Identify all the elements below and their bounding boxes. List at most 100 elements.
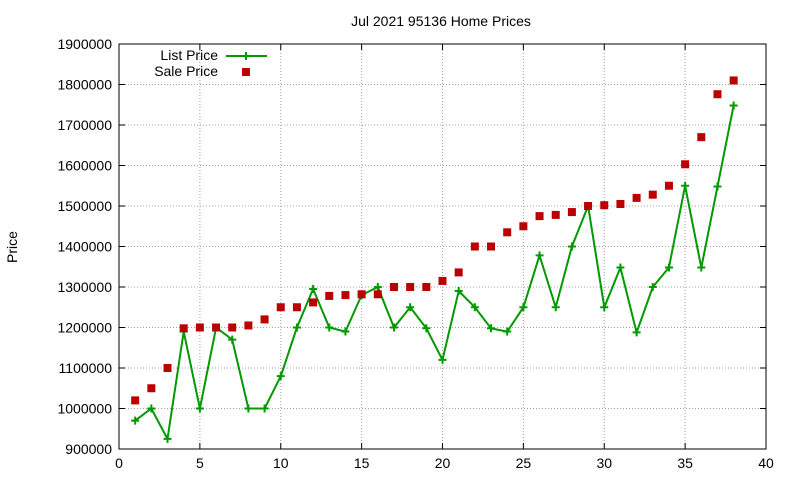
list-price-point bbox=[422, 324, 431, 333]
list-price-point bbox=[389, 323, 398, 332]
sale-price-point bbox=[422, 283, 431, 291]
list-price-point bbox=[309, 285, 318, 294]
y-tick-label: 900000 bbox=[65, 441, 112, 457]
sale-price-point bbox=[503, 228, 512, 237]
list-price-point bbox=[276, 372, 285, 381]
sale-price-point bbox=[567, 208, 576, 217]
grid-lines bbox=[118, 43, 767, 450]
list-price-point bbox=[697, 263, 706, 272]
sale-price-point bbox=[357, 290, 366, 299]
legend: List Price Sale Price bbox=[154, 47, 267, 79]
x-tick-label: 5 bbox=[196, 455, 204, 471]
sale-price-point bbox=[681, 160, 690, 169]
y-tick-label: 1300000 bbox=[57, 279, 112, 295]
list-price-point bbox=[681, 181, 690, 190]
sale-price-point bbox=[551, 210, 560, 219]
sale-price-point bbox=[632, 193, 641, 202]
sale-price-point bbox=[406, 283, 415, 291]
list-price-point bbox=[147, 404, 156, 413]
x-tick-label: 20 bbox=[435, 455, 451, 471]
legend-marker-list-price bbox=[242, 52, 250, 60]
legend-markers bbox=[226, 52, 267, 76]
list-price-point bbox=[163, 434, 172, 443]
list-price-point bbox=[292, 323, 301, 332]
sale-price-point bbox=[697, 133, 706, 142]
legend-marker-sale-price bbox=[242, 68, 250, 76]
list-price-point bbox=[535, 251, 544, 260]
y-tick-label: 1500000 bbox=[57, 198, 112, 214]
x-tick-label: 40 bbox=[758, 455, 774, 471]
x-tick-label: 35 bbox=[677, 455, 693, 471]
list-price-point bbox=[195, 404, 204, 413]
sale-price-point bbox=[487, 242, 496, 251]
y-tick-label: 1900000 bbox=[57, 36, 112, 52]
list-price-point bbox=[454, 287, 463, 296]
list-price-point bbox=[487, 324, 496, 333]
sale-price-point bbox=[664, 181, 673, 190]
list-price-point bbox=[244, 404, 253, 413]
y-tick-label: 1700000 bbox=[57, 117, 112, 133]
x-tick-label: 0 bbox=[115, 455, 123, 471]
sale-price-point bbox=[535, 212, 544, 221]
list-price-point bbox=[551, 303, 560, 312]
legend-label-sale-price: Sale Price bbox=[154, 63, 218, 79]
x-tick-label: 25 bbox=[516, 455, 532, 471]
list-price-point bbox=[648, 283, 657, 291]
y-tick-label: 1000000 bbox=[57, 401, 112, 417]
sale-price-point bbox=[454, 268, 463, 277]
sale-price-point bbox=[584, 202, 593, 210]
sale-price-point bbox=[163, 364, 172, 372]
legend-label-list-price: List Price bbox=[160, 47, 218, 63]
list-price-line bbox=[134, 105, 735, 443]
sale-price-point bbox=[713, 90, 722, 99]
list-price-point bbox=[632, 328, 641, 337]
sale-price-point bbox=[292, 303, 301, 312]
x-tick-label: 15 bbox=[354, 455, 370, 471]
sale-price-point bbox=[179, 324, 188, 333]
list-price-point bbox=[470, 303, 479, 312]
chart-title: Jul 2021 95136 Home Prices bbox=[351, 13, 531, 29]
list-price-point bbox=[503, 327, 512, 336]
data-series bbox=[131, 76, 738, 443]
y-tick-label: 1600000 bbox=[57, 158, 112, 174]
list-price-point bbox=[713, 182, 722, 191]
sale-price-point bbox=[212, 323, 221, 332]
sale-price-point bbox=[244, 321, 253, 330]
sale-price-point bbox=[228, 323, 237, 332]
x-tick-label: 30 bbox=[596, 455, 612, 471]
sale-price-point bbox=[260, 315, 269, 324]
sale-price-point bbox=[373, 290, 382, 299]
sale-price-point bbox=[276, 303, 285, 312]
sale-price-point bbox=[389, 283, 398, 291]
sale-price-point bbox=[341, 291, 350, 300]
list-price-point bbox=[567, 242, 576, 251]
list-price-point bbox=[616, 263, 625, 272]
sale-price-point bbox=[325, 291, 334, 300]
list-price-point bbox=[729, 101, 738, 110]
sale-price-point bbox=[616, 199, 625, 208]
y-tick-label: 1100000 bbox=[59, 360, 113, 376]
sale-price-point bbox=[131, 396, 140, 405]
list-price-point bbox=[325, 323, 334, 332]
sale-price-point bbox=[729, 76, 738, 85]
list-price-point bbox=[406, 303, 415, 312]
sale-price-point bbox=[470, 242, 479, 251]
sale-price-point bbox=[519, 222, 528, 231]
list-price-point bbox=[519, 303, 528, 312]
x-tick-label: 10 bbox=[273, 455, 289, 471]
list-price-point bbox=[228, 335, 237, 344]
sale-price-point bbox=[648, 190, 657, 199]
list-price-point bbox=[341, 327, 350, 336]
list-price-point bbox=[131, 416, 140, 425]
list-price-point bbox=[438, 355, 447, 364]
list-price-point bbox=[664, 263, 673, 272]
sale-price-point bbox=[600, 201, 609, 210]
sale-price-point bbox=[195, 323, 204, 332]
y-axis-label: Price bbox=[4, 231, 20, 263]
plot-frame bbox=[118, 43, 767, 450]
sale-price-point bbox=[147, 384, 156, 393]
y-tick-label: 1200000 bbox=[57, 320, 112, 336]
axis-ticks: 900000 1000000 1100000 1200000 1300000 140000… bbox=[57, 36, 774, 471]
y-tick-label: 1800000 bbox=[57, 77, 112, 93]
